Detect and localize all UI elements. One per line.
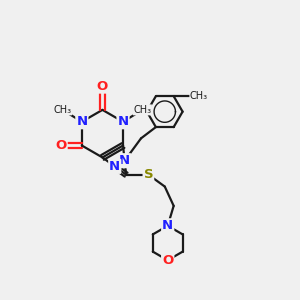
Text: N: N	[109, 160, 120, 173]
Text: CH₃: CH₃	[53, 105, 72, 115]
Text: O: O	[56, 139, 67, 152]
Text: S: S	[144, 168, 153, 181]
Text: N: N	[119, 154, 130, 167]
Text: O: O	[97, 80, 108, 93]
Text: CH₃: CH₃	[133, 105, 152, 115]
Text: N: N	[76, 115, 87, 128]
Text: O: O	[162, 254, 173, 267]
Text: N: N	[118, 115, 129, 128]
Text: N: N	[162, 219, 173, 232]
Text: CH₃: CH₃	[190, 91, 208, 101]
